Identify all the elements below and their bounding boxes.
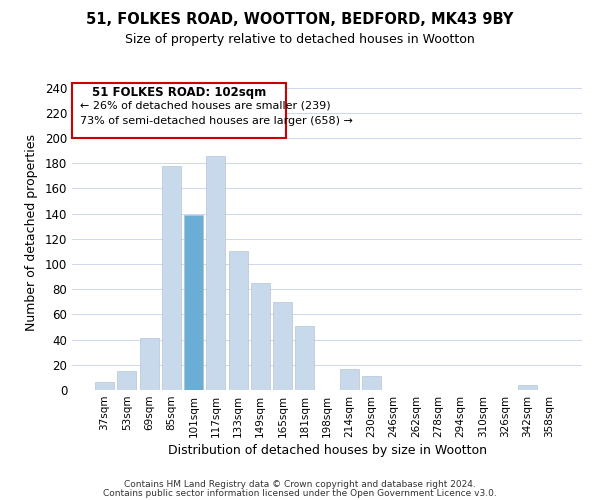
Bar	[95, 382, 114, 390]
Bar	[206, 156, 225, 390]
Text: 51 FOLKES ROAD: 102sqm: 51 FOLKES ROAD: 102sqm	[92, 86, 266, 99]
Bar	[184, 215, 203, 390]
FancyBboxPatch shape	[72, 83, 286, 138]
Bar	[295, 326, 314, 390]
Bar	[140, 338, 158, 390]
Bar	[251, 283, 270, 390]
Text: Size of property relative to detached houses in Wootton: Size of property relative to detached ho…	[125, 32, 475, 46]
Text: ← 26% of detached houses are smaller (239): ← 26% of detached houses are smaller (23…	[80, 100, 330, 110]
X-axis label: Distribution of detached houses by size in Wootton: Distribution of detached houses by size …	[167, 444, 487, 457]
Bar	[362, 376, 381, 390]
Text: 73% of semi-detached houses are larger (658) →: 73% of semi-detached houses are larger (…	[80, 116, 353, 126]
Bar	[162, 166, 181, 390]
Text: Contains public sector information licensed under the Open Government Licence v3: Contains public sector information licen…	[103, 488, 497, 498]
Bar	[118, 371, 136, 390]
Bar	[518, 385, 536, 390]
Bar	[229, 252, 248, 390]
Text: 51, FOLKES ROAD, WOOTTON, BEDFORD, MK43 9BY: 51, FOLKES ROAD, WOOTTON, BEDFORD, MK43 …	[86, 12, 514, 28]
Bar	[273, 302, 292, 390]
Text: Contains HM Land Registry data © Crown copyright and database right 2024.: Contains HM Land Registry data © Crown c…	[124, 480, 476, 489]
Y-axis label: Number of detached properties: Number of detached properties	[25, 134, 38, 331]
Bar	[340, 368, 359, 390]
